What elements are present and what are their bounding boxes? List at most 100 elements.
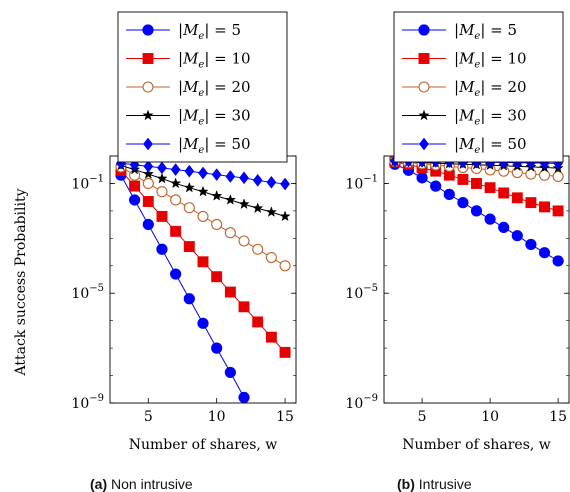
data-point-me30 xyxy=(238,198,250,210)
data-point-me20 xyxy=(552,170,564,182)
legend-label-20: |Me| = 20 xyxy=(454,78,527,99)
data-point-me20 xyxy=(252,243,264,255)
data-point-me50 xyxy=(225,170,236,183)
legend-marker-30 xyxy=(418,109,430,121)
plot-frame xyxy=(383,155,570,404)
data-point-me20 xyxy=(211,218,223,231)
data-point-me10 xyxy=(539,201,550,213)
x-tick-label: 5 xyxy=(144,409,153,425)
chart-panel-b: 10−1 10−5 10−9 5 10 15 Number of shares, w |Me|… xyxy=(345,11,570,453)
data-point-me10 xyxy=(457,173,469,185)
y-tick-label: 10−5 xyxy=(71,283,104,302)
data-point-me20 xyxy=(156,186,168,198)
data-point-me50 xyxy=(266,175,277,189)
y-axis-label: Attack success Probability xyxy=(13,188,29,376)
data-point-me10 xyxy=(197,256,209,268)
legend-marker-10 xyxy=(142,53,154,64)
x-axis-label: Number of shares, w xyxy=(402,437,551,453)
data-point-me10 xyxy=(525,197,537,209)
data-point-me5 xyxy=(430,180,442,192)
data-point-me10 xyxy=(552,205,564,217)
data-point-me30 xyxy=(279,210,291,222)
data-point-me5 xyxy=(224,366,236,379)
legend-marker-20 xyxy=(418,81,430,93)
legend-label-30: |Me| = 30 xyxy=(178,107,251,128)
data-point-me30 xyxy=(156,172,168,184)
data-point-me5 xyxy=(142,218,154,231)
caption-b-label: (b) xyxy=(397,476,415,492)
data-point-me50 xyxy=(170,163,181,176)
data-point-me50 xyxy=(280,177,290,191)
data-point-me5 xyxy=(525,238,537,251)
data-point-me20 xyxy=(224,227,236,239)
legend-label-5: |Me| = 5 xyxy=(178,21,241,42)
data-point-me50 xyxy=(157,161,167,175)
data-point-me20 xyxy=(265,251,277,264)
data-point-me10 xyxy=(129,180,141,192)
data-point-me5 xyxy=(211,342,223,354)
data-point-me50 xyxy=(252,173,263,187)
data-point-me50 xyxy=(143,159,154,173)
data-point-me50 xyxy=(211,168,222,182)
caption-a-label: (a) xyxy=(90,476,108,492)
series-group xyxy=(115,156,291,476)
legend-label-50: |Me| = 50 xyxy=(178,135,251,156)
data-point-me5 xyxy=(183,293,195,305)
data-point-me10 xyxy=(252,316,264,328)
x-tick-label: 10 xyxy=(481,409,499,425)
data-point-me10 xyxy=(156,210,168,222)
data-point-me5 xyxy=(416,172,428,184)
y-tick-label: 10−5 xyxy=(345,283,378,302)
data-point-me50 xyxy=(184,164,195,178)
data-point-me5 xyxy=(129,194,141,206)
legend-marker-10 xyxy=(418,53,430,64)
y-tick-label: 10−9 xyxy=(345,393,378,412)
legend-marker-30 xyxy=(142,109,154,121)
data-point-me30 xyxy=(211,190,223,201)
legend-marker-5 xyxy=(142,24,154,36)
x-tick-label: 15 xyxy=(549,409,567,425)
data-point-me5 xyxy=(443,188,455,200)
data-point-me10 xyxy=(265,331,277,343)
y-tick-label: 10−1 xyxy=(345,173,378,192)
legend-marker-20 xyxy=(142,81,154,93)
data-point-me5 xyxy=(484,213,496,225)
data-point-me20 xyxy=(525,168,537,180)
data-point-me10 xyxy=(211,271,223,283)
data-point-me20 xyxy=(170,194,182,206)
data-point-me5 xyxy=(197,317,209,329)
data-point-me10 xyxy=(224,286,236,298)
legend: |Me| = 5 |Me| = 10 |Me| = 20 |Me| = 30 |Me| … xyxy=(117,11,288,163)
data-point-me30 xyxy=(252,202,264,214)
data-point-me10 xyxy=(484,182,496,194)
caption-b: (b) Intrusive xyxy=(397,476,472,492)
data-point-me5 xyxy=(253,417,263,427)
legend-marker-50 xyxy=(143,137,153,151)
legend-marker-5 xyxy=(418,24,430,36)
data-point-me5 xyxy=(498,221,510,234)
data-point-me5 xyxy=(238,391,250,403)
x-tick-label: 10 xyxy=(208,409,226,425)
data-point-me10 xyxy=(511,192,523,204)
data-point-me50 xyxy=(239,171,249,185)
data-point-me10 xyxy=(279,346,291,358)
y-tick-label: 10−1 xyxy=(71,173,104,192)
series-group xyxy=(389,156,564,267)
chart-panel-a: 10−1 10−5 10−9 5 10 15 Number of shares, w |Me|… xyxy=(71,11,297,476)
data-point-me5 xyxy=(156,243,168,255)
data-point-me5 xyxy=(280,466,290,476)
data-point-me30 xyxy=(265,206,278,217)
data-point-me30 xyxy=(142,168,154,179)
data-point-me5 xyxy=(470,205,483,217)
legend-marker-50 xyxy=(419,137,429,151)
data-point-me30 xyxy=(224,194,237,205)
data-point-me10 xyxy=(238,301,250,313)
data-point-me10 xyxy=(170,225,182,237)
data-point-me5 xyxy=(511,230,523,242)
x-tick-label: 15 xyxy=(276,409,294,425)
legend-label-10: |Me| = 10 xyxy=(178,50,251,71)
data-point-me20 xyxy=(238,235,250,247)
data-point-me5 xyxy=(538,247,551,259)
data-point-me50 xyxy=(198,166,208,180)
data-point-me10 xyxy=(183,241,195,253)
